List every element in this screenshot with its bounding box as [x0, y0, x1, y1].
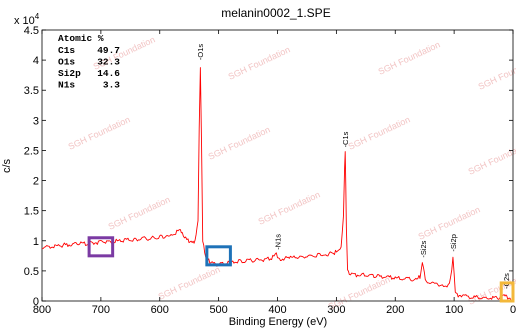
atomic-percent-table: Atomic % C1s 49.7 O1s 32.3 Si2p 14.6 N1s 3.3 [58, 33, 120, 91]
y-axis-label: c/s [1, 158, 13, 173]
x-tick-label: 500 [209, 304, 227, 316]
watermark-text: SGH Foundation [347, 114, 412, 151]
peak-label: -Si2p [449, 234, 458, 252]
atomic-value: 14.6 [97, 68, 120, 79]
y-tick-label: 1 [33, 236, 39, 248]
watermark-text: SGH Foundation [377, 39, 442, 76]
atomic-value: 49.7 [97, 45, 120, 56]
y-tick-label: 0 [33, 296, 39, 308]
watermark-text: SGH Foundation [467, 139, 516, 176]
y-tick-label: 3 [33, 115, 39, 127]
watermark-text: SGH Foundation [257, 189, 322, 226]
atomic-element: N1s [58, 80, 75, 91]
highlight-box [499, 281, 515, 303]
x-tick-label: 0 [510, 304, 516, 316]
spectrum-series-line [41, 67, 514, 302]
highlight-box [205, 245, 232, 267]
atomic-value: 3.3 [103, 80, 120, 91]
x-tick-label: 100 [445, 304, 463, 316]
highlight-box [87, 236, 115, 258]
y-axis: 0 0.5 1 1.5 2 2.5 3 3.5 4 4.5 [24, 25, 513, 308]
watermark-text: SGH Foundation [107, 194, 172, 231]
y-tick-label: 3.5 [24, 85, 39, 97]
x-tick-label: 200 [386, 304, 404, 316]
watermark-text: SGH Foundation [67, 114, 132, 151]
y-tick-label: 2 [33, 176, 39, 188]
x-tick-label: 800 [33, 304, 51, 316]
peak-label: -C2s [502, 273, 511, 289]
watermark-text: SGH Foundation [157, 264, 222, 301]
y-tick-label: 2.5 [24, 145, 39, 157]
atomic-element: O1s [58, 57, 75, 68]
atomic-value: 32.3 [97, 57, 120, 68]
watermark-layer: SGH Foundation SGH Foundation SGH Foundati… [67, 34, 516, 311]
x-tick-label: 600 [151, 304, 169, 316]
peak-label: -O1s [196, 44, 205, 61]
atomic-element: C1s [58, 45, 75, 56]
y-multiplier: x 104 [14, 12, 40, 27]
x-axis: 800 700 600 500 400 300 200 100 0 [33, 30, 516, 316]
peak-label: -Si2s [419, 240, 428, 257]
watermark-text: SGH Foundation [207, 124, 272, 161]
x-tick-label: 700 [92, 304, 110, 316]
highlight-boxes [87, 236, 515, 303]
peak-label: -N1s [274, 234, 283, 250]
x-axis-label: Binding Energy (eV) [229, 316, 327, 328]
watermark-text: SGH Foundation [227, 44, 292, 81]
y-tick-label: 0.5 [24, 266, 39, 278]
x-tick-label: 400 [268, 304, 286, 316]
y-tick-label: 4 [33, 55, 39, 67]
chart-title: melanin0002_1.SPE [221, 6, 330, 20]
y-tick-label: 4.5 [24, 25, 39, 37]
y-tick-label: 1.5 [24, 206, 39, 218]
peak-labels: -O1s -C1s -N1s -Si2s -Si2p -C2s [196, 44, 511, 289]
atomic-table-header: Atomic % [58, 33, 104, 44]
atomic-element: Si2p [58, 68, 81, 79]
x-tick-label: 300 [327, 304, 345, 316]
peak-label: -C1s [341, 131, 350, 147]
